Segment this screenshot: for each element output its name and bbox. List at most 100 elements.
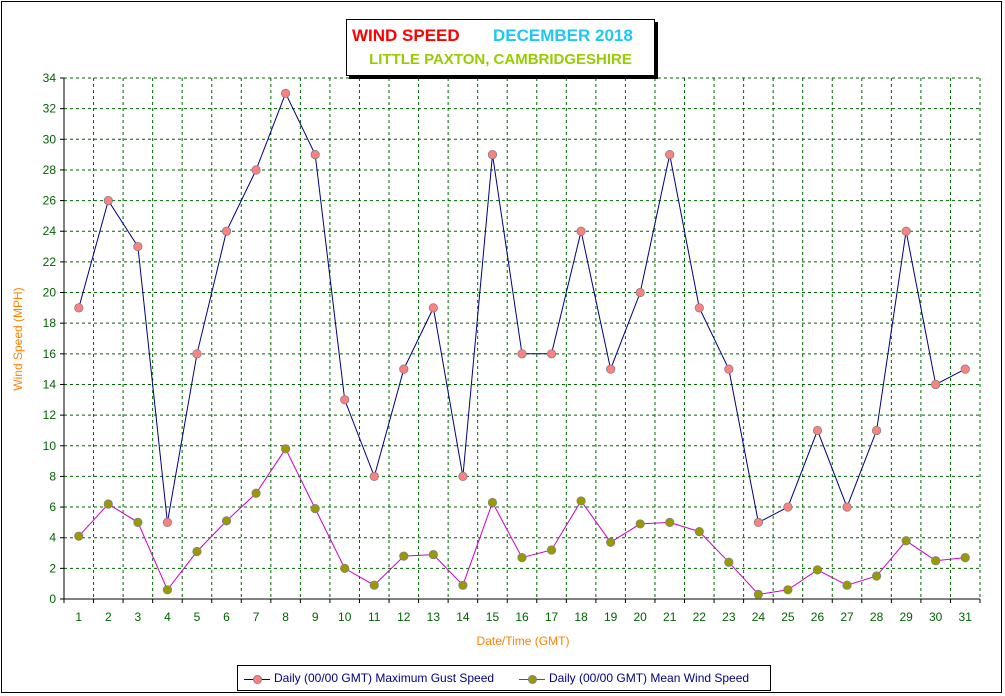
legend-label-mean: Daily (00/00 GMT) Mean Wind Speed	[549, 671, 750, 685]
data-point-s0-day-29	[901, 226, 911, 236]
x-axis-label: Date/Time (GMT)	[477, 634, 570, 648]
data-point-s0-day-18	[576, 226, 586, 236]
y-tick-label: 30	[43, 132, 57, 146]
data-point-s0-day-24	[753, 517, 763, 527]
legend-item-gust: Daily (00/00 GMT) Maximum Gust Speed	[244, 671, 494, 685]
y-tick-label: 4	[49, 531, 56, 545]
data-point-s0-day-9	[310, 150, 320, 160]
x-tick-label: 7	[253, 610, 260, 624]
x-tick-label: 29	[899, 610, 913, 624]
y-tick-label: 6	[49, 500, 56, 514]
x-tick-label: 14	[456, 610, 470, 624]
data-point-s0-day-15	[487, 150, 498, 160]
x-tick-label: 6	[223, 610, 230, 624]
y-tick-label: 28	[43, 163, 57, 177]
legend-marker-gust	[244, 673, 270, 685]
data-point-s1-day-19	[606, 537, 616, 547]
x-tick-label: 9	[312, 610, 319, 624]
x-tick-label: 24	[752, 610, 766, 624]
data-point-s0-day-19	[606, 364, 616, 374]
x-tick-label: 22	[693, 610, 707, 624]
data-point-s0-day-13	[428, 303, 438, 313]
data-point-s0-day-25	[783, 502, 793, 512]
data-point-s0-day-27	[842, 502, 852, 512]
data-point-s1-day-3	[133, 517, 143, 527]
data-point-s1-day-9	[310, 503, 320, 514]
x-tick-label: 3	[135, 610, 142, 624]
y-tick-label: 14	[43, 377, 57, 391]
x-tick-label: 10	[338, 610, 352, 624]
data-point-s0-day-11	[369, 471, 379, 482]
data-point-s0-day-14	[458, 471, 468, 482]
data-point-s1-day-14	[458, 580, 468, 590]
data-point-s1-day-2	[103, 499, 113, 509]
data-point-s1-day-22	[694, 526, 704, 537]
data-point-s1-day-12	[399, 551, 409, 561]
legend-marker-mean	[519, 673, 545, 685]
data-point-s1-day-13	[428, 549, 438, 560]
data-point-s1-day-6	[221, 516, 232, 526]
legend-item-mean: Daily (00/00 GMT) Mean Wind Speed	[519, 671, 749, 685]
data-point-s1-day-16	[517, 553, 527, 563]
data-point-s0-day-31	[960, 364, 970, 374]
title-period: DECEMBER 2018	[493, 26, 633, 45]
data-point-s1-day-1	[74, 531, 84, 541]
data-point-s0-day-10	[340, 395, 350, 405]
x-tick-label: 13	[427, 610, 441, 624]
y-tick-label: 16	[43, 347, 57, 361]
data-point-s1-day-27	[842, 580, 852, 590]
x-tick-label: 30	[929, 610, 943, 624]
data-point-s1-day-17	[546, 545, 557, 555]
data-point-s1-day-30	[931, 556, 941, 566]
data-point-s1-day-26	[812, 565, 823, 575]
x-tick-label: 8	[282, 610, 289, 624]
data-point-s0-day-1	[74, 303, 84, 313]
y-tick-label: 34	[43, 71, 57, 85]
y-tick-label: 0	[49, 592, 56, 606]
x-tick-label: 4	[164, 610, 171, 624]
y-tick-label: 12	[43, 408, 57, 422]
data-point-s0-day-21	[665, 150, 675, 160]
y-tick-label: 24	[43, 224, 57, 238]
data-point-s0-day-22	[694, 303, 704, 313]
x-tick-label: 17	[545, 610, 559, 624]
legend-label-gust: Daily (00/00 GMT) Maximum Gust Speed	[274, 671, 495, 685]
x-tick-label: 18	[574, 610, 588, 624]
x-tick-label: 5	[194, 610, 201, 624]
data-point-s1-day-5	[192, 546, 202, 557]
data-point-s0-day-20	[635, 287, 645, 298]
data-point-s1-day-21	[665, 517, 675, 527]
data-point-s0-day-16	[517, 349, 527, 359]
x-tick-label: 28	[870, 610, 884, 624]
data-point-s1-day-20	[635, 519, 645, 529]
data-point-s1-day-8	[281, 444, 291, 454]
data-point-s0-day-6	[221, 226, 232, 236]
x-tick-label: 15	[486, 610, 500, 624]
x-tick-label: 21	[663, 610, 677, 624]
title-main: WIND SPEED	[352, 26, 460, 45]
title-location: LITTLE PAXTON, CAMBRIDGESHIRE	[369, 51, 632, 68]
data-point-s0-day-17	[546, 349, 557, 359]
data-point-s1-day-15	[487, 497, 498, 508]
x-tick-label: 16	[515, 610, 529, 624]
data-point-s0-day-3	[133, 241, 143, 252]
data-point-s1-day-24	[753, 589, 763, 600]
data-point-s1-day-4	[162, 585, 173, 595]
x-tick-label: 27	[840, 610, 854, 624]
x-tick-label: 31	[959, 610, 973, 624]
y-tick-label: 8	[49, 469, 56, 483]
y-tick-label: 20	[43, 286, 57, 300]
x-tick-label: 26	[811, 610, 825, 624]
data-point-s1-day-18	[576, 496, 586, 506]
data-point-s0-day-28	[871, 425, 882, 436]
x-tick-label: 25	[781, 610, 795, 624]
chart-title-box: WIND SPEED DECEMBER 2018 LITTLE PAXTON, …	[346, 19, 655, 76]
x-tick-label: 20	[634, 610, 648, 624]
y-tick-label: 26	[43, 194, 57, 208]
chart-legend: Daily (00/00 GMT) Maximum Gust Speed Dai…	[237, 665, 771, 691]
y-tick-label: 10	[43, 439, 57, 453]
data-point-s1-day-10	[340, 563, 350, 573]
data-point-s0-day-8	[281, 88, 291, 98]
